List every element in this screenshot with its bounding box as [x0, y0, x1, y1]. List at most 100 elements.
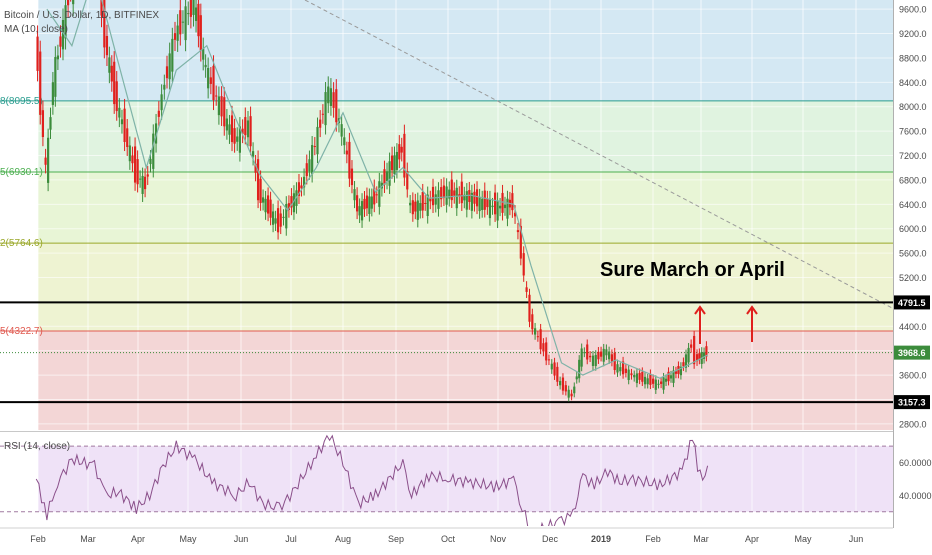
candle-body	[553, 362, 556, 376]
candle-body	[300, 185, 303, 189]
candle-body	[324, 92, 327, 126]
candle-body	[652, 378, 655, 384]
candle-body	[313, 146, 316, 148]
price-tick-label: 6400.0	[899, 200, 927, 210]
level-tag-bg	[894, 395, 930, 410]
candle-body	[498, 205, 502, 209]
candle-body	[496, 200, 499, 221]
candle-body	[522, 253, 525, 276]
candle-body	[225, 118, 228, 131]
time-tick-label: 2019	[591, 534, 611, 544]
candle-body	[690, 344, 693, 348]
price-tick-label: 8400.0	[899, 78, 927, 88]
candle-body	[674, 371, 678, 374]
candle-body	[594, 354, 597, 367]
candle-body	[608, 351, 611, 360]
candle-body	[297, 182, 301, 197]
candle-body	[463, 194, 466, 201]
candle-body	[241, 128, 244, 134]
candle-body	[475, 189, 479, 207]
candle-body	[437, 190, 440, 209]
time-tick-label: Feb	[30, 534, 46, 544]
candle-body	[662, 377, 665, 390]
candle-body	[511, 193, 514, 211]
candle-body	[36, 36, 39, 71]
candle-body	[204, 64, 207, 68]
candle-body	[448, 189, 451, 199]
annotation-text: Sure March or April	[600, 259, 785, 281]
candle-body	[370, 196, 373, 209]
candle-body	[470, 192, 473, 211]
candle-body	[669, 375, 673, 379]
candle-body	[597, 351, 600, 360]
candle-body	[308, 159, 311, 172]
candle-body	[176, 25, 179, 41]
candle-body	[189, 0, 192, 17]
candle-body	[363, 198, 366, 210]
candle-body	[292, 193, 296, 213]
candle-body	[184, 6, 187, 41]
candle-body	[47, 137, 50, 183]
level-tag-label: 3157.3	[898, 398, 926, 408]
time-tick-label: May	[794, 534, 812, 544]
candle-body	[192, 0, 195, 15]
time-tick-label: Mar	[693, 534, 709, 544]
candle-body	[667, 371, 670, 382]
candle-body	[319, 119, 322, 128]
candle-body	[157, 110, 160, 117]
candle-body	[179, 10, 182, 35]
candle-body	[103, 0, 106, 48]
candle-body	[664, 378, 668, 382]
candle-body	[478, 196, 481, 212]
candle-body	[321, 113, 324, 115]
candle-body	[290, 196, 293, 208]
candle-body	[118, 107, 121, 118]
candle-body	[72, 0, 75, 5]
candle-body	[279, 213, 282, 227]
price-tick-label: 7600.0	[899, 127, 927, 137]
candle-body	[501, 192, 504, 213]
candle-body	[695, 354, 699, 362]
candle-body	[702, 352, 706, 359]
candle-body	[411, 200, 414, 215]
candle-body	[403, 133, 406, 178]
fib-level-label: 2(5764.6)	[0, 238, 43, 249]
candle-body	[385, 171, 389, 182]
fib-level-label: 8(8095.5)	[0, 96, 43, 107]
price-axis-bg	[893, 0, 932, 550]
candle-body	[493, 192, 497, 215]
candle-body	[110, 65, 113, 82]
candle-body	[44, 157, 47, 165]
current-price-tag-bg	[894, 345, 930, 360]
candle-body	[350, 168, 354, 186]
candle-body	[165, 66, 169, 79]
candle-body	[531, 314, 534, 330]
candle-body	[343, 137, 346, 146]
candle-body	[368, 196, 371, 214]
candle-body	[619, 367, 622, 372]
candle-body	[233, 128, 236, 144]
candle-body	[358, 206, 361, 216]
candle-body	[238, 126, 242, 153]
rsi-line	[35, 434, 709, 526]
candle-body	[431, 186, 435, 206]
trend-line	[304, 0, 894, 309]
time-tick-label: Nov	[490, 534, 507, 544]
candle-body	[108, 57, 111, 73]
candle-body	[633, 374, 636, 378]
candle-body	[39, 51, 42, 115]
candle-body	[583, 352, 586, 354]
candle-body	[120, 119, 124, 125]
candle-body	[564, 385, 567, 392]
candle-body	[209, 77, 212, 84]
candle-body	[450, 179, 453, 201]
candle-body	[276, 208, 280, 233]
symbol-legend: Bitcoin / U.S. Dollar, 1D, BITFINEX	[4, 10, 160, 21]
candle-body	[141, 175, 144, 194]
candle-body	[249, 116, 252, 147]
candle-body	[197, 3, 200, 37]
candle-body	[64, 5, 67, 39]
candle-body	[419, 203, 422, 211]
